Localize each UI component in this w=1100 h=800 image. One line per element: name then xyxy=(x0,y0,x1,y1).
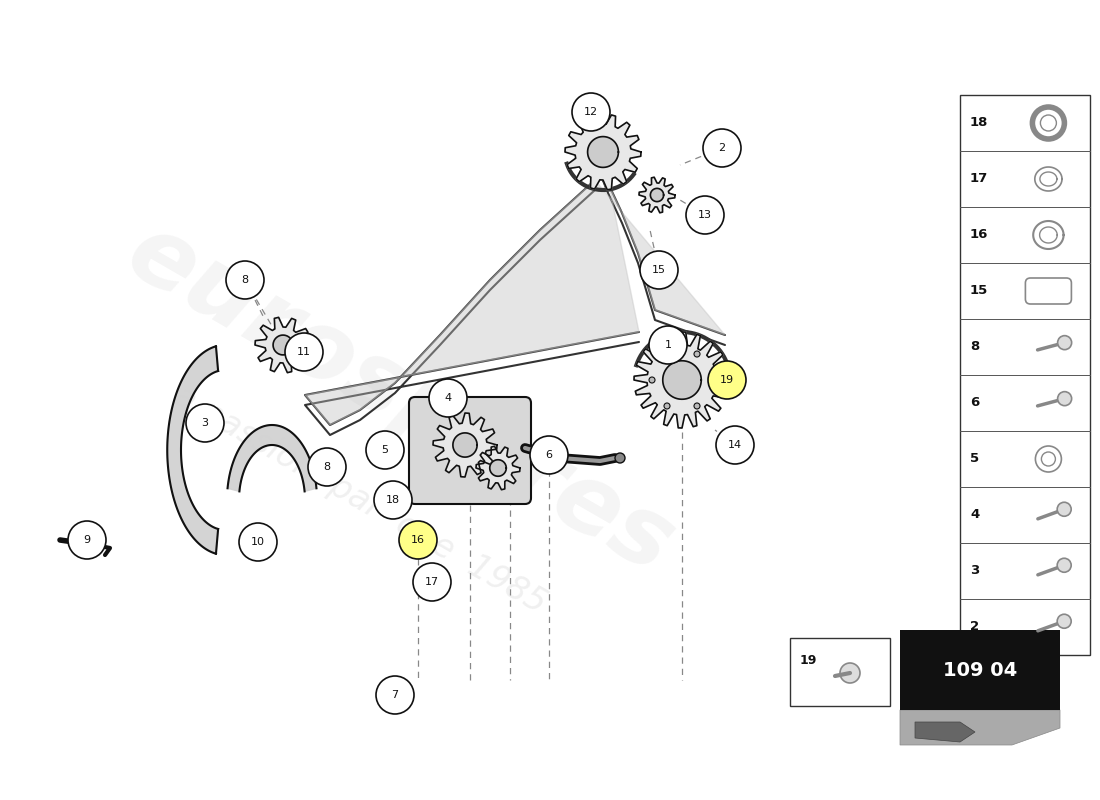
Circle shape xyxy=(640,251,678,289)
Circle shape xyxy=(840,663,860,683)
Text: 19: 19 xyxy=(800,654,817,667)
Circle shape xyxy=(1057,336,1071,350)
Polygon shape xyxy=(167,346,218,554)
Polygon shape xyxy=(433,413,497,477)
FancyBboxPatch shape xyxy=(409,397,531,504)
Circle shape xyxy=(649,326,688,364)
Circle shape xyxy=(664,351,670,357)
Circle shape xyxy=(374,481,412,519)
Text: eurospares: eurospares xyxy=(110,206,690,594)
Polygon shape xyxy=(273,335,293,355)
Text: 4: 4 xyxy=(444,393,452,403)
Text: 2: 2 xyxy=(718,143,726,153)
Text: 1: 1 xyxy=(664,340,671,350)
Text: 2: 2 xyxy=(970,621,979,634)
Text: 17: 17 xyxy=(970,173,988,186)
Circle shape xyxy=(1041,115,1056,131)
Text: 8: 8 xyxy=(970,341,979,354)
Polygon shape xyxy=(453,433,477,457)
Polygon shape xyxy=(650,189,663,202)
Text: 12: 12 xyxy=(584,107,598,117)
Text: 18: 18 xyxy=(970,117,989,130)
Text: 18: 18 xyxy=(386,495,400,505)
Text: 17: 17 xyxy=(425,577,439,587)
Circle shape xyxy=(412,563,451,601)
Circle shape xyxy=(285,333,323,371)
Text: 109 04: 109 04 xyxy=(943,661,1018,679)
Circle shape xyxy=(239,523,277,561)
Text: 16: 16 xyxy=(411,535,425,545)
Circle shape xyxy=(1057,502,1071,516)
Bar xyxy=(790,638,890,706)
Bar xyxy=(900,630,1060,710)
Polygon shape xyxy=(634,332,730,428)
Polygon shape xyxy=(915,722,975,742)
Text: 8: 8 xyxy=(323,462,331,472)
Circle shape xyxy=(68,521,106,559)
Text: 8: 8 xyxy=(241,275,249,285)
Circle shape xyxy=(1042,452,1055,466)
Text: a passion  par  one  1985: a passion par one 1985 xyxy=(168,380,552,620)
Text: 3: 3 xyxy=(201,418,209,428)
Text: 10: 10 xyxy=(251,537,265,547)
Polygon shape xyxy=(490,460,506,476)
Polygon shape xyxy=(255,318,311,373)
Circle shape xyxy=(429,379,468,417)
Text: 7: 7 xyxy=(392,690,398,700)
Text: 16: 16 xyxy=(970,229,989,242)
FancyBboxPatch shape xyxy=(1025,278,1071,304)
Circle shape xyxy=(615,453,625,463)
Polygon shape xyxy=(639,178,675,213)
Text: 6: 6 xyxy=(546,450,552,460)
Text: 5: 5 xyxy=(970,453,979,466)
Circle shape xyxy=(664,403,670,409)
Text: 5: 5 xyxy=(382,445,388,455)
Polygon shape xyxy=(587,137,618,167)
Text: 4: 4 xyxy=(970,509,979,522)
Circle shape xyxy=(708,361,746,399)
Text: 13: 13 xyxy=(698,210,712,220)
Circle shape xyxy=(1035,446,1062,472)
Circle shape xyxy=(530,436,568,474)
Circle shape xyxy=(710,377,715,383)
Text: 15: 15 xyxy=(970,285,988,298)
Polygon shape xyxy=(305,163,725,425)
Circle shape xyxy=(686,196,724,234)
Circle shape xyxy=(376,676,414,714)
Circle shape xyxy=(694,351,700,357)
Text: 19: 19 xyxy=(719,375,734,385)
Polygon shape xyxy=(663,361,702,399)
Circle shape xyxy=(716,426,754,464)
Circle shape xyxy=(399,521,437,559)
Text: 6: 6 xyxy=(970,397,979,410)
Circle shape xyxy=(1057,392,1071,406)
Text: 9: 9 xyxy=(84,535,90,545)
Circle shape xyxy=(572,93,610,131)
Circle shape xyxy=(649,377,654,383)
Circle shape xyxy=(703,129,741,167)
Circle shape xyxy=(366,431,404,469)
Polygon shape xyxy=(476,446,520,490)
Circle shape xyxy=(186,404,224,442)
Text: 11: 11 xyxy=(297,347,311,357)
Polygon shape xyxy=(565,114,641,190)
Circle shape xyxy=(308,448,346,486)
Circle shape xyxy=(1057,558,1071,572)
Circle shape xyxy=(1033,107,1065,139)
Text: 14: 14 xyxy=(728,440,743,450)
Circle shape xyxy=(694,403,700,409)
Text: 3: 3 xyxy=(970,565,979,578)
Text: 15: 15 xyxy=(652,265,666,275)
Polygon shape xyxy=(900,710,1060,745)
Bar xyxy=(960,95,1090,655)
Polygon shape xyxy=(228,425,317,491)
Circle shape xyxy=(1057,614,1071,628)
Circle shape xyxy=(226,261,264,299)
